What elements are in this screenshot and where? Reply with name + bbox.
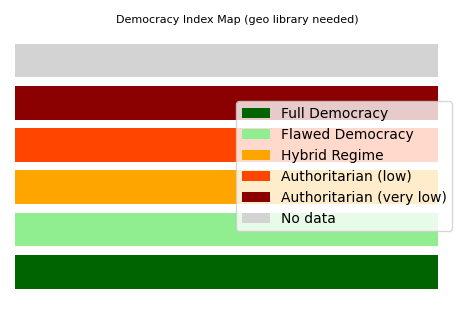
Bar <box>15 170 438 204</box>
Bar <box>15 86 438 120</box>
Legend: Full Democracy, Flawed Democracy, Hybrid Regime, Authoritarian (low), Authoritar: Full Democracy, Flawed Democracy, Hybrid… <box>236 101 452 231</box>
Bar <box>15 255 438 289</box>
Bar <box>15 213 438 246</box>
Bar <box>15 44 438 77</box>
Bar <box>15 128 438 162</box>
Title: Democracy Index Map (geo library needed): Democracy Index Map (geo library needed) <box>116 15 358 25</box>
